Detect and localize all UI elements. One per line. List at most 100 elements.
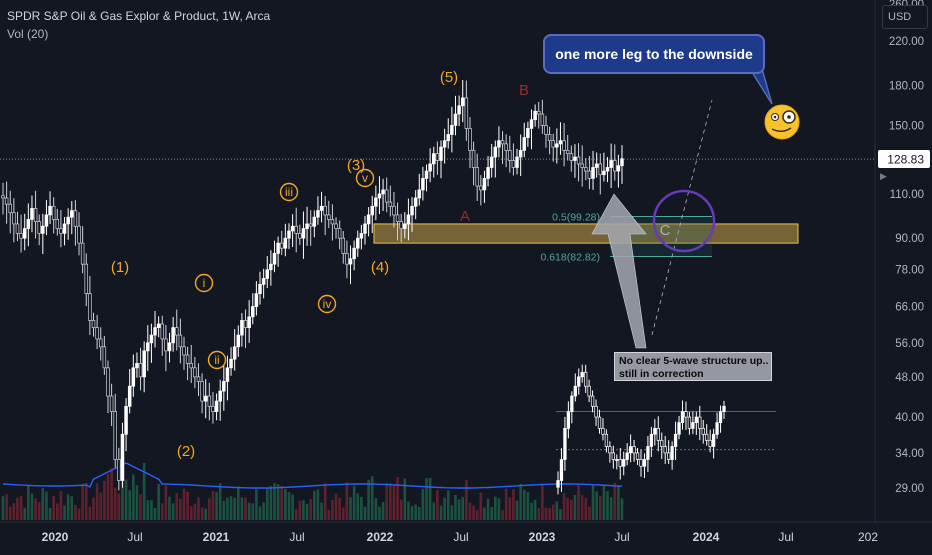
volume-bar <box>544 507 548 520</box>
panel-candle-body <box>590 395 595 407</box>
wave-label-circle <box>355 168 375 188</box>
volume-bar <box>475 509 479 520</box>
time-axis-panel <box>0 522 875 550</box>
candle-body <box>395 214 400 222</box>
volume-bar <box>356 493 360 520</box>
candle-body <box>200 381 204 402</box>
volume-bar <box>494 496 497 520</box>
candle-body <box>569 153 574 161</box>
currency-button[interactable]: USD <box>882 5 928 29</box>
volume-bar <box>218 483 222 520</box>
candle-body <box>88 293 92 321</box>
volume-bar <box>389 483 392 520</box>
wave-label-circle <box>194 273 214 293</box>
candle-body <box>182 346 186 356</box>
candle-body <box>540 113 545 126</box>
volume-bar <box>226 497 229 520</box>
candle-body <box>544 125 548 135</box>
x-tick-label: Jul <box>453 530 468 544</box>
candle-body <box>489 156 494 168</box>
volume-bar <box>273 482 276 520</box>
wave-label: B <box>519 82 529 99</box>
candle-body <box>616 165 621 172</box>
volume-bar <box>468 502 472 520</box>
volume-bar <box>410 506 414 520</box>
volume-bar <box>479 492 483 520</box>
candle-body <box>558 140 563 145</box>
candle-body <box>374 197 378 207</box>
panel-candle-body <box>663 446 667 454</box>
scroll-arrow-icon: ▶ <box>880 171 887 181</box>
candle-body <box>341 237 346 254</box>
panel-candle-body <box>708 439 712 447</box>
panel-candle-body <box>597 416 602 429</box>
fib-label: 0.5(99.28) <box>552 212 600 224</box>
volume-bar <box>132 474 135 520</box>
volume-bar <box>59 491 63 520</box>
wave-label: (5) <box>440 69 458 86</box>
volume-bar <box>150 500 153 520</box>
volume-bar <box>613 482 617 520</box>
wave-label-circle <box>207 350 227 370</box>
candle-body <box>417 189 422 199</box>
candle-body <box>95 327 99 340</box>
callout-annotation[interactable]: one more leg to the downside <box>543 34 765 74</box>
candle-body <box>536 110 541 115</box>
volume-bar <box>454 495 457 520</box>
candle-body <box>66 216 70 225</box>
volume-bar <box>280 485 284 520</box>
panel-candle-body <box>711 433 716 447</box>
volume-bar <box>5 494 8 520</box>
volume-bar <box>515 500 519 520</box>
volume-bar <box>302 499 305 520</box>
candle-body <box>366 214 371 225</box>
volume-bar <box>30 493 34 520</box>
volume-indicator-label[interactable]: Vol (20) <box>7 27 49 41</box>
candle-body <box>70 210 74 218</box>
volume-bar <box>70 496 74 520</box>
candle-body <box>44 214 49 227</box>
panel-candle-body <box>601 428 605 435</box>
volume-bar <box>294 509 298 520</box>
candle-body <box>196 376 201 382</box>
correction-note[interactable]: No clear 5-wave structure up.. still in … <box>614 352 772 381</box>
candle-body <box>178 334 183 348</box>
volume-bar <box>457 499 461 520</box>
volume-bar <box>8 506 12 520</box>
candle-body <box>363 223 367 234</box>
candle-body <box>435 153 440 161</box>
volume-bar <box>465 479 468 520</box>
candle-body <box>26 219 31 229</box>
candle-body <box>211 405 215 412</box>
candle-body <box>135 363 139 369</box>
volume-bar <box>52 496 55 520</box>
volume-bar <box>258 506 262 520</box>
panel-candle-body <box>684 411 688 418</box>
candle-body <box>142 350 146 378</box>
volume-bar <box>45 491 48 520</box>
candle-body <box>504 143 508 151</box>
volume-bar <box>497 498 501 520</box>
volume-bar <box>508 497 512 520</box>
panel-candle-body <box>691 422 695 429</box>
volume-bar <box>175 493 179 520</box>
volume-bar <box>103 480 106 520</box>
candle-body <box>493 146 498 158</box>
volume-bar <box>541 485 544 520</box>
y-tick-label: 180.00 <box>889 80 924 92</box>
candle-body <box>381 189 385 195</box>
candle-body <box>352 247 356 260</box>
candle-body <box>508 150 512 161</box>
candle-body <box>113 411 117 460</box>
y-tick-label: 29.00 <box>895 483 924 495</box>
candle-body <box>584 167 588 172</box>
volume-bar <box>200 507 204 520</box>
note-line-2: still in correction <box>619 368 704 380</box>
volume-bar <box>240 497 244 520</box>
panel-candle-body <box>705 433 709 441</box>
volume-bar <box>407 501 410 520</box>
volume-bar <box>570 499 573 520</box>
symbol-title[interactable]: SPDR S&P Oil & Gas Explor & Product, 1W,… <box>7 9 271 23</box>
